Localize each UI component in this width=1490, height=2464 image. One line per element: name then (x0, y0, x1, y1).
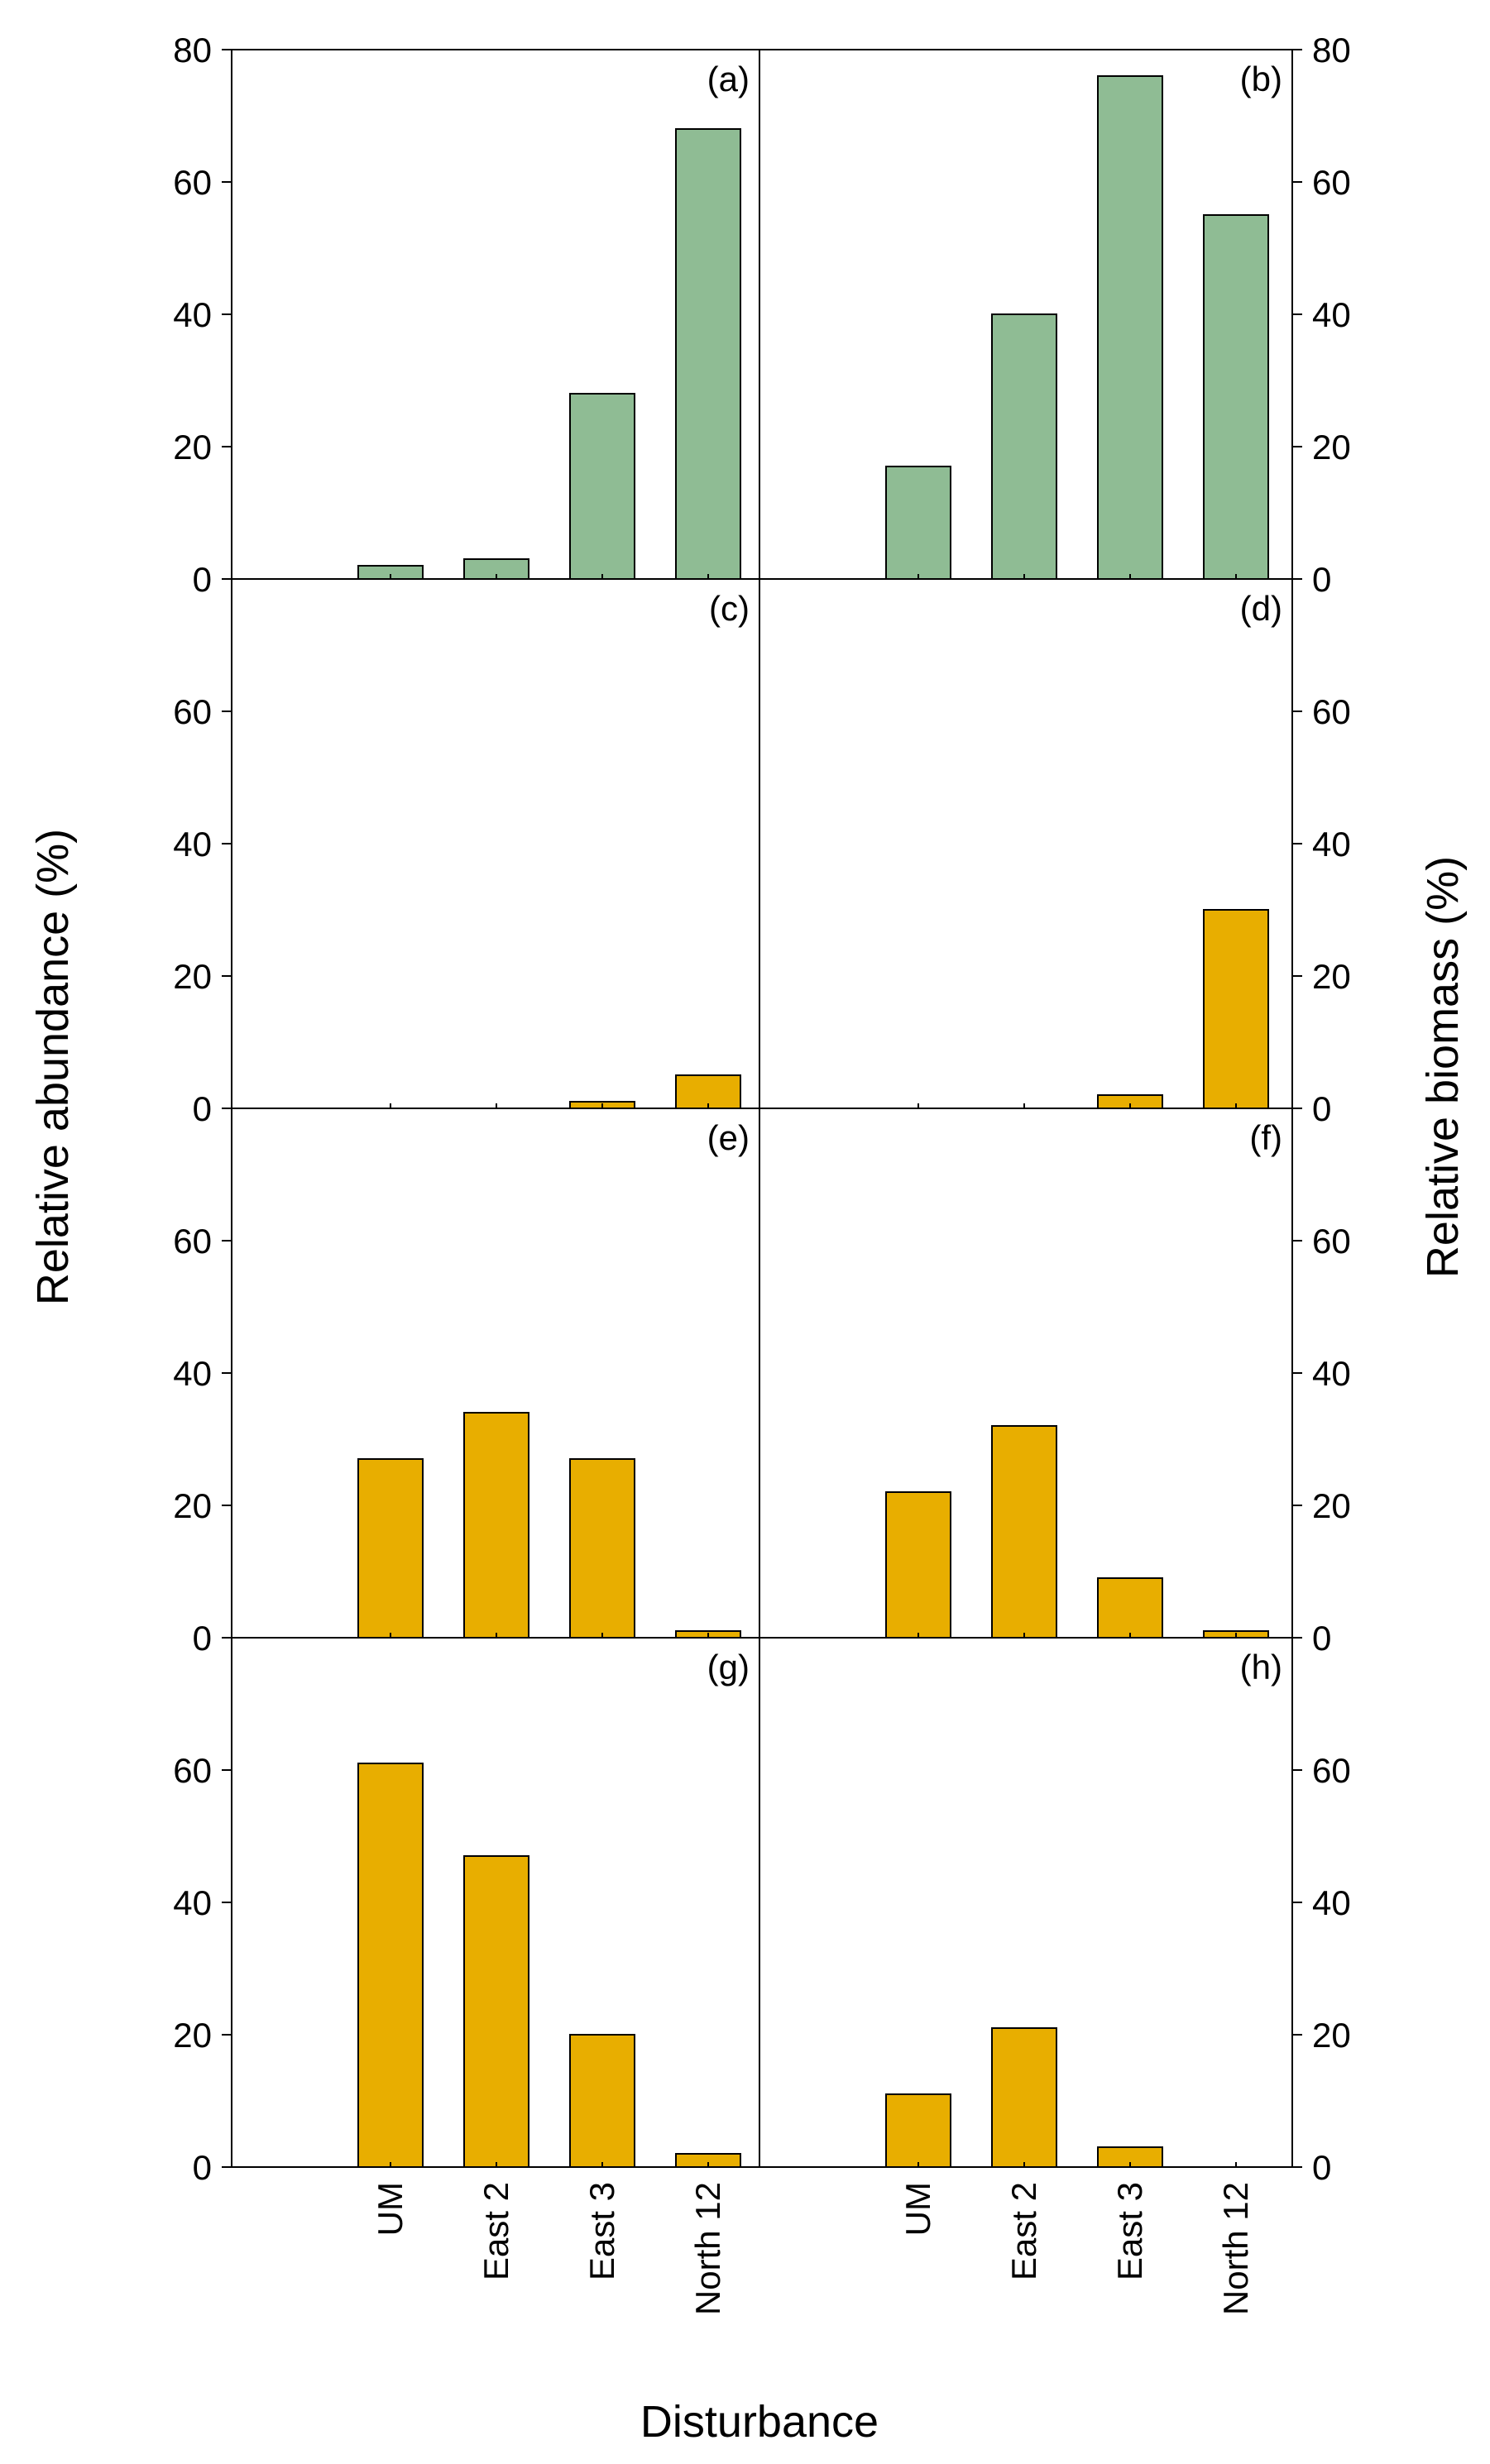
y-tick-label-a-20: 20 (173, 428, 212, 466)
y-tick-label-e-0: 0 (193, 1619, 212, 1658)
y-tick-label-b-60: 60 (1312, 163, 1351, 202)
bar-e-east-3 (569, 1458, 635, 1639)
chart-panels: (a) 0 20 40 60 80 (b) 0 20 40 60 80 (c) 0 20 40 60 (d) 0 20… (173, 31, 1350, 2187)
bar-f-east-2 (991, 1425, 1057, 1639)
y-tick-label-b-40: 40 (1312, 295, 1351, 334)
panel-e: (e) 0 20 40 60 (173, 1118, 750, 1658)
panel-label-d: (d) (1240, 589, 1282, 628)
panel-h: (h) 0 20 40 60 (885, 1648, 1351, 2187)
y-tick-label-d-20: 20 (1312, 957, 1351, 996)
y-tick-label-c-40: 40 (173, 825, 212, 864)
x-category-label-um: UM (898, 2182, 937, 2236)
y-tick-label-f-20: 20 (1312, 1486, 1351, 1525)
y-tick-label-g-40: 40 (173, 1883, 212, 1922)
y-tick-label-d-60: 60 (1312, 692, 1351, 731)
y-tick-label-f-40: 40 (1312, 1354, 1351, 1393)
bar-g-um (357, 1763, 424, 2168)
y-tick-label-h-20: 20 (1312, 2016, 1351, 2055)
panel-label-f: (f) (1249, 1118, 1282, 1157)
y-tick-label-b-0: 0 (1312, 560, 1331, 599)
y-tick-label-a-60: 60 (173, 163, 212, 202)
y-tick-label-g-60: 60 (173, 1751, 212, 1790)
y-tick-label-h-60: 60 (1312, 1751, 1351, 1790)
bar-g-east-2 (463, 1855, 529, 2168)
panel-label-a: (a) (707, 60, 750, 98)
bar-e-um (357, 1458, 424, 1639)
y-tick-label-d-40: 40 (1312, 825, 1351, 864)
y-axis-title-left: Relative abundance (%) (28, 829, 78, 1305)
x-category-label-east-2: East 2 (1004, 2182, 1043, 2280)
y-tick-label-e-60: 60 (173, 1222, 212, 1261)
bar-d-north-12 (1203, 909, 1269, 1109)
panel-d: (d) 0 20 40 60 (917, 589, 1351, 1128)
x-category-label-north-12: North 12 (1216, 2182, 1255, 2315)
y-tick-label-h-40: 40 (1312, 1883, 1351, 1922)
y-tick-label-f-60: 60 (1312, 1222, 1351, 1261)
panel-label-g: (g) (707, 1648, 750, 1687)
x-category-label-um: UM (371, 2182, 410, 2236)
y-tick-label-e-40: 40 (173, 1354, 212, 1393)
x-category-label-east-3: East 3 (582, 2182, 621, 2280)
y-tick-label-h-0: 0 (1312, 2148, 1331, 2187)
panel-frames (231, 49, 1293, 2168)
x-axis-title: Disturbance (640, 2397, 879, 2447)
y-tick-label-c-0: 0 (193, 1089, 212, 1128)
x-category-label-east-2: East 2 (477, 2182, 515, 2280)
panel-a: (a) 0 20 40 60 80 (173, 31, 750, 599)
bar-h-um (885, 2093, 951, 2168)
bar-f-east-3 (1097, 1577, 1163, 1639)
bar-b-um (885, 466, 951, 580)
bar-e-east-2 (463, 1412, 529, 1639)
bar-h-east-2 (991, 2027, 1057, 2168)
y-tick-label-a-40: 40 (173, 295, 212, 334)
y-tick-label-c-20: 20 (173, 957, 212, 996)
bar-f-um (885, 1491, 951, 1639)
bar-g-east-3 (569, 2034, 635, 2168)
x-category-label-east-3: East 3 (1110, 2182, 1149, 2280)
bar-b-east-3 (1097, 75, 1163, 580)
bar-c-north-12 (675, 1074, 741, 1109)
panel-c: (c) 0 20 40 60 (173, 589, 750, 1128)
y-tick-label-c-60: 60 (173, 692, 212, 731)
y-tick-label-f-0: 0 (1312, 1619, 1331, 1658)
bar-b-north-12 (1203, 214, 1269, 580)
y-tick-label-a-80: 80 (173, 31, 212, 69)
panel-f: (f) 0 20 40 60 (885, 1118, 1351, 1658)
panel-label-h: (h) (1240, 1648, 1282, 1687)
y-tick-label-b-80: 80 (1312, 31, 1351, 69)
x-category-labels: UM East 2 East 3 North 12 UM East 2 East 3 Nort… (371, 2182, 1255, 2315)
y-tick-label-g-20: 20 (173, 2016, 212, 2055)
y-tick-label-d-0: 0 (1312, 1089, 1331, 1128)
y-tick-label-b-20: 20 (1312, 428, 1351, 466)
panel-b: (b) 0 20 40 60 80 (885, 31, 1351, 599)
y-tick-label-a-0: 0 (193, 560, 212, 599)
panel-label-b: (b) (1240, 60, 1282, 98)
bar-a-north-12 (675, 128, 741, 580)
panel-g: (g) 0 20 40 60 (173, 1648, 750, 2187)
panel-label-c: (c) (709, 589, 750, 628)
y-tick-label-g-0: 0 (193, 2148, 212, 2187)
bar-b-east-2 (991, 313, 1057, 580)
y-axis-title-right: Relative biomass (%) (1418, 856, 1468, 1278)
bar-a-east-3 (569, 393, 635, 580)
x-category-label-north-12: North 12 (688, 2182, 727, 2315)
y-tick-label-e-20: 20 (173, 1486, 212, 1525)
panel-label-e: (e) (707, 1118, 750, 1157)
